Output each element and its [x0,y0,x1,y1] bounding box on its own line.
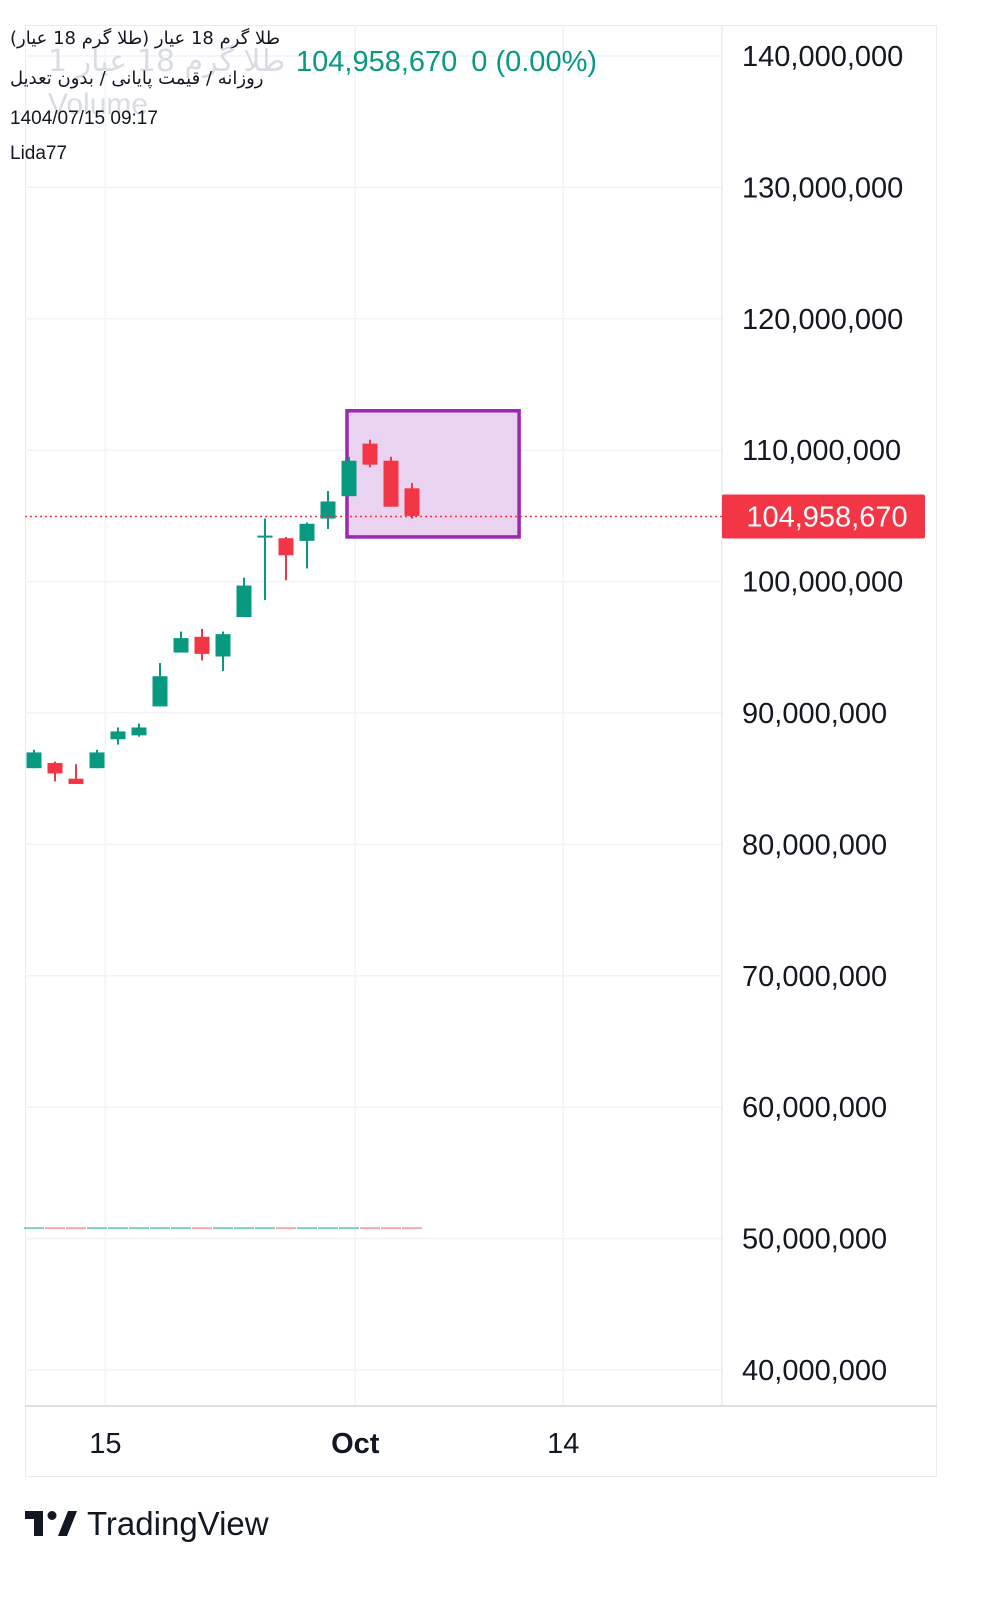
candle [131,723,147,737]
candle [320,490,336,530]
y-tick-label: 70,000,000 [742,961,887,993]
candle-body [383,460,399,507]
candle-body [236,585,252,618]
candle [215,631,231,671]
candle-body [68,778,84,784]
candle [152,663,168,707]
y-tick-label: 100,000,000 [742,567,903,599]
y-tick-label: 50,000,000 [742,1224,887,1256]
y-tick-label: 90,000,000 [742,698,887,730]
candle [257,518,273,600]
candle-body [299,523,315,541]
y-tick-label: 80,000,000 [742,829,887,861]
header-change: 0 (0.00%) [471,46,598,78]
candle-body [362,443,378,465]
last-price-label-bg [722,494,925,539]
header-last-price: 104,958,670 [296,46,458,78]
candle-body [404,488,420,516]
candle [383,456,399,507]
candle [173,631,189,653]
candle-body [257,535,273,538]
author-name[interactable]: Lida77 [10,143,68,164]
candle-body [194,636,210,654]
tradingview-logo-icon [25,1511,77,1536]
tradingview-logo[interactable]: TradingView [25,1504,269,1544]
y-tick-label: 140,000,000 [742,41,903,73]
candle-body [89,752,105,769]
candle [47,761,63,782]
y-tick-label: 60,000,000 [742,1092,887,1124]
header-price: 104,958,670 0 (0.00%) [296,46,611,79]
candle-body [110,731,126,740]
ghost-volume-text: Volume [48,88,149,121]
ghost-symbol-text: طلا گرم 18 عیار 1 [48,44,286,79]
y-tick-label: 120,000,000 [742,304,903,336]
tradingview-brand: TradingView [87,1505,269,1542]
axes [25,25,937,1407]
candle [278,536,294,581]
symbol-title[interactable]: طلا گرم 18 عیار (طلا گرم 18 عیار) [10,28,281,49]
candle-body [320,501,336,519]
x-tick-label: Oct [331,1428,380,1460]
chart-frame [25,25,937,1477]
candle-body [173,638,189,653]
candle [26,749,42,769]
candles [24,439,422,1230]
last-price-label: 104,958,670 [746,501,907,533]
highlight-box-layer [345,409,521,539]
chart-settings: روزانه / قیمت پایانی / بدون تعدیل [10,68,264,89]
candle-body [215,634,231,657]
highlight-rectangle [345,409,521,539]
candle-body [278,538,294,556]
candle [89,749,105,769]
candle [404,483,420,519]
candle [194,628,210,661]
candle [341,456,357,497]
candle [362,439,378,468]
candle-body [47,762,63,774]
y-tick-label: 110,000,000 [742,435,901,467]
candle [236,577,252,618]
labels: 140,000,000 130,000,000 120,000,000 110,000… [25,41,925,1460]
y-tick-label: 40,000,000 [742,1355,887,1387]
x-tick-label: 14 [547,1428,579,1460]
candle [68,764,84,784]
candle [110,727,126,745]
y-tick-label: 130,000,000 [742,172,903,204]
grid-lines [25,25,722,1406]
candle-body [131,727,147,736]
candle-body [152,676,168,707]
candle-body [341,460,357,497]
candle-body [26,752,42,769]
candle [299,522,315,569]
x-tick-label: 15 [89,1428,121,1460]
timestamp: 1404/07/15 09:17 [10,108,158,129]
